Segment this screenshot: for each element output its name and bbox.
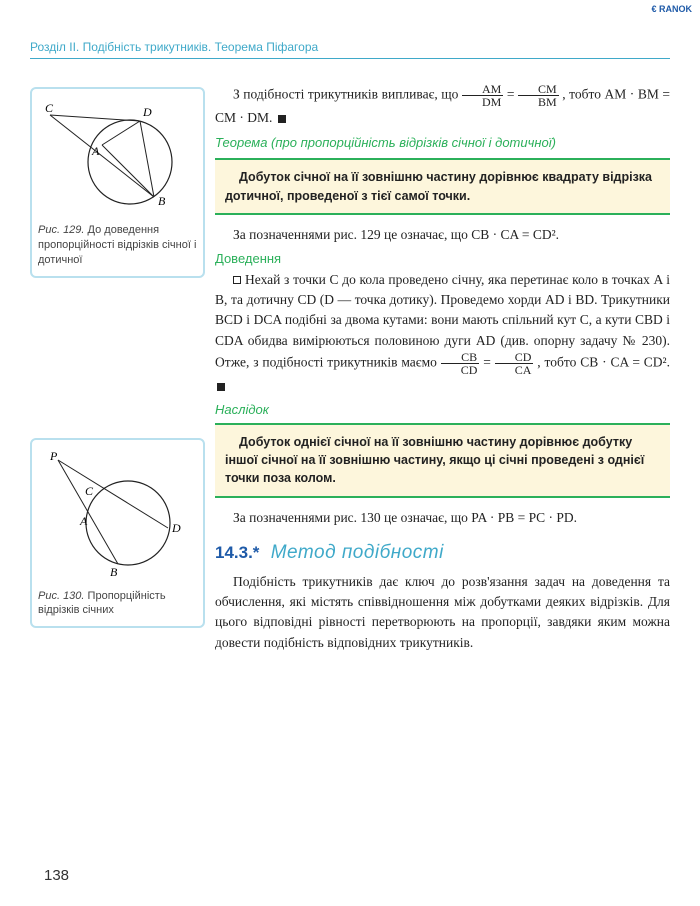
section-title: 14.3.* Метод подібності [215,542,670,564]
qed-icon-2 [217,383,225,391]
figure-129: C D A B Рис. 129. До доведення пропорцій… [30,87,205,278]
proof-title: Доведення [215,251,670,266]
section-number: 14.3.* [215,543,259,562]
para-3: Нехай з точки C до кола проведено січну,… [215,270,670,396]
corollary-box: Добуток однієї січної на її зовнішню час… [215,423,670,497]
para-5: Подібність трикутників дає ключ до розв'… [215,572,670,653]
square-icon [233,276,241,284]
fig130-caption: Рис. 130. Пропорційність відрізків січни… [38,589,197,619]
svg-text:B: B [110,565,118,579]
publisher-logo: € RANOK [651,4,692,14]
svg-text:C: C [45,101,54,115]
frac-2b: CDCA [495,351,534,376]
p1a-text: З подібності трикутників випливає, що [233,87,462,102]
frac-1b: CMBM [518,83,559,108]
svg-text:A: A [91,144,100,158]
svg-text:D: D [142,105,152,119]
svg-text:B: B [158,194,166,208]
corollary-title: Наслідок [215,402,670,417]
svg-text:P: P [49,449,58,463]
figure-129-svg: C D A B [40,97,195,217]
figure-130-svg: P C A D B [40,448,195,583]
chapter-header: Розділ II. Подібність трикутників. Теоре… [30,40,670,59]
svg-text:A: A [79,514,88,528]
page-number: 138 [44,867,69,884]
frac-1a: AMDM [462,83,503,108]
figure-130: P C A D B Рис. 130. Пропорційність відрі… [30,438,205,629]
section-name: Метод подібності [271,542,444,563]
para-1: З подібності трикутників випливає, що AM… [215,83,670,128]
p3b-text: , тобто CB · CA = CD². [537,355,670,370]
left-column: C D A B Рис. 129. До доведення пропорцій… [30,83,205,659]
svg-text:D: D [171,521,181,535]
fig130-label: Рис. 130. [38,590,84,602]
fig129-caption: Рис. 129. До доведення пропорційності ві… [38,223,197,268]
fig129-label: Рис. 129. [38,224,84,236]
svg-text:C: C [85,484,94,498]
frac-2a: CBCD [441,351,480,376]
qed-icon [278,115,286,123]
theorem-box-1: Добуток січної на її зовнішню частину до… [215,158,670,214]
right-column: З подібності трикутників випливає, що AM… [205,83,670,659]
para-4: За позначеннями рис. 130 це означає, що … [215,508,670,528]
theorem-title: Теорема (про пропорційність відрізків сі… [215,134,670,152]
para-2: За позначеннями рис. 129 це означає, що … [215,225,670,245]
page-content: C D A B Рис. 129. До доведення пропорцій… [30,83,670,659]
